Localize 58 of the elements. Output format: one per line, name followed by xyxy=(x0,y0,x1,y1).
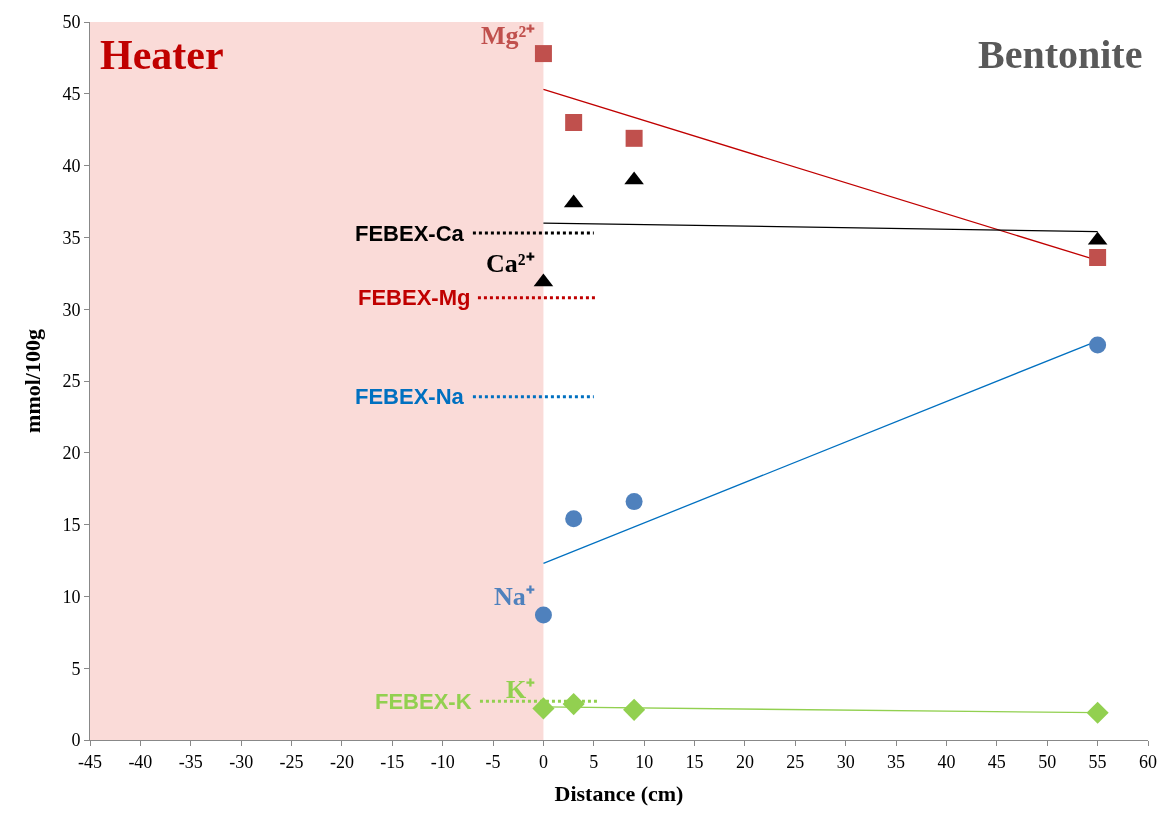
series-label: FEBEX-K xyxy=(375,689,472,714)
annotation: Bentonite xyxy=(978,32,1143,77)
x-tick-label: 10 xyxy=(635,751,654,772)
series-label: Ca²⁺ xyxy=(486,249,535,278)
x-tick-label: -30 xyxy=(229,751,254,772)
y-tick-label: 45 xyxy=(62,84,81,105)
series-label: K⁺ xyxy=(506,675,536,704)
y-tick-label: 35 xyxy=(62,227,81,248)
x-tick-label: 15 xyxy=(685,751,704,772)
y-tick-label: 50 xyxy=(62,12,81,33)
x-axis-title: Distance (cm) xyxy=(554,781,684,807)
y-tick-label: 40 xyxy=(62,155,81,176)
point xyxy=(534,606,552,624)
x-tick-label: -10 xyxy=(430,751,455,772)
point xyxy=(1086,701,1109,724)
series-label: FEBEX-Ca xyxy=(355,221,465,246)
band-label: Heater xyxy=(100,32,224,78)
point xyxy=(532,697,555,720)
x-tick-label: -35 xyxy=(178,751,203,772)
point xyxy=(565,510,583,528)
point xyxy=(1089,249,1107,266)
point xyxy=(624,171,644,185)
series-label: FEBEX-Na xyxy=(355,384,465,409)
point xyxy=(534,45,552,63)
series-label: FEBEX-Mg xyxy=(358,285,471,310)
x-tick-label: 40 xyxy=(937,751,956,772)
y-axis-title: mmol/100g xyxy=(20,329,46,433)
x-tick-label: -15 xyxy=(380,751,405,772)
x-tick-label: -45 xyxy=(78,751,102,772)
x-tick-label: 50 xyxy=(1038,751,1057,772)
x-tick-label: 55 xyxy=(1088,751,1107,772)
y-tick-label: 30 xyxy=(62,299,81,320)
point xyxy=(625,129,643,147)
x-tick-label: 45 xyxy=(987,751,1006,772)
x-tick-label: -20 xyxy=(329,751,354,772)
point xyxy=(625,493,643,511)
y-tick-label: 10 xyxy=(62,586,81,607)
y-tick-label: 0 xyxy=(71,730,81,751)
series-label: Na⁺ xyxy=(494,582,535,611)
x-tick-label: 5 xyxy=(589,751,599,772)
y-tick-label: 25 xyxy=(62,371,81,392)
x-tick-label: -5 xyxy=(485,751,501,772)
y-tick-label: 20 xyxy=(62,443,81,464)
point xyxy=(565,114,583,132)
y-tick-label: 5 xyxy=(71,658,81,679)
x-tick-label: 20 xyxy=(735,751,754,772)
x-tick-label: -40 xyxy=(128,751,153,772)
x-tick-label: 60 xyxy=(1139,751,1157,772)
x-tick-label: 30 xyxy=(836,751,855,772)
point xyxy=(623,698,646,721)
point xyxy=(562,693,585,716)
point xyxy=(1089,336,1107,354)
y-tick-label: 15 xyxy=(62,514,81,535)
x-tick-label: 25 xyxy=(786,751,805,772)
series-label: Mg²⁺ xyxy=(481,21,536,50)
x-tick-label: 0 xyxy=(538,751,548,772)
x-tick-label: -25 xyxy=(279,751,304,772)
x-tick-label: 35 xyxy=(887,751,906,772)
